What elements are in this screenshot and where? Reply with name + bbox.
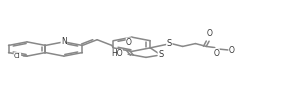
Text: Cl: Cl	[14, 53, 21, 59]
Text: HO: HO	[111, 49, 123, 58]
Text: O: O	[126, 38, 132, 47]
Text: O: O	[214, 49, 220, 58]
Text: S: S	[158, 50, 163, 59]
Text: S: S	[167, 39, 172, 48]
Text: O: O	[206, 29, 212, 38]
Text: N: N	[61, 37, 67, 46]
Text: O: O	[229, 46, 234, 55]
